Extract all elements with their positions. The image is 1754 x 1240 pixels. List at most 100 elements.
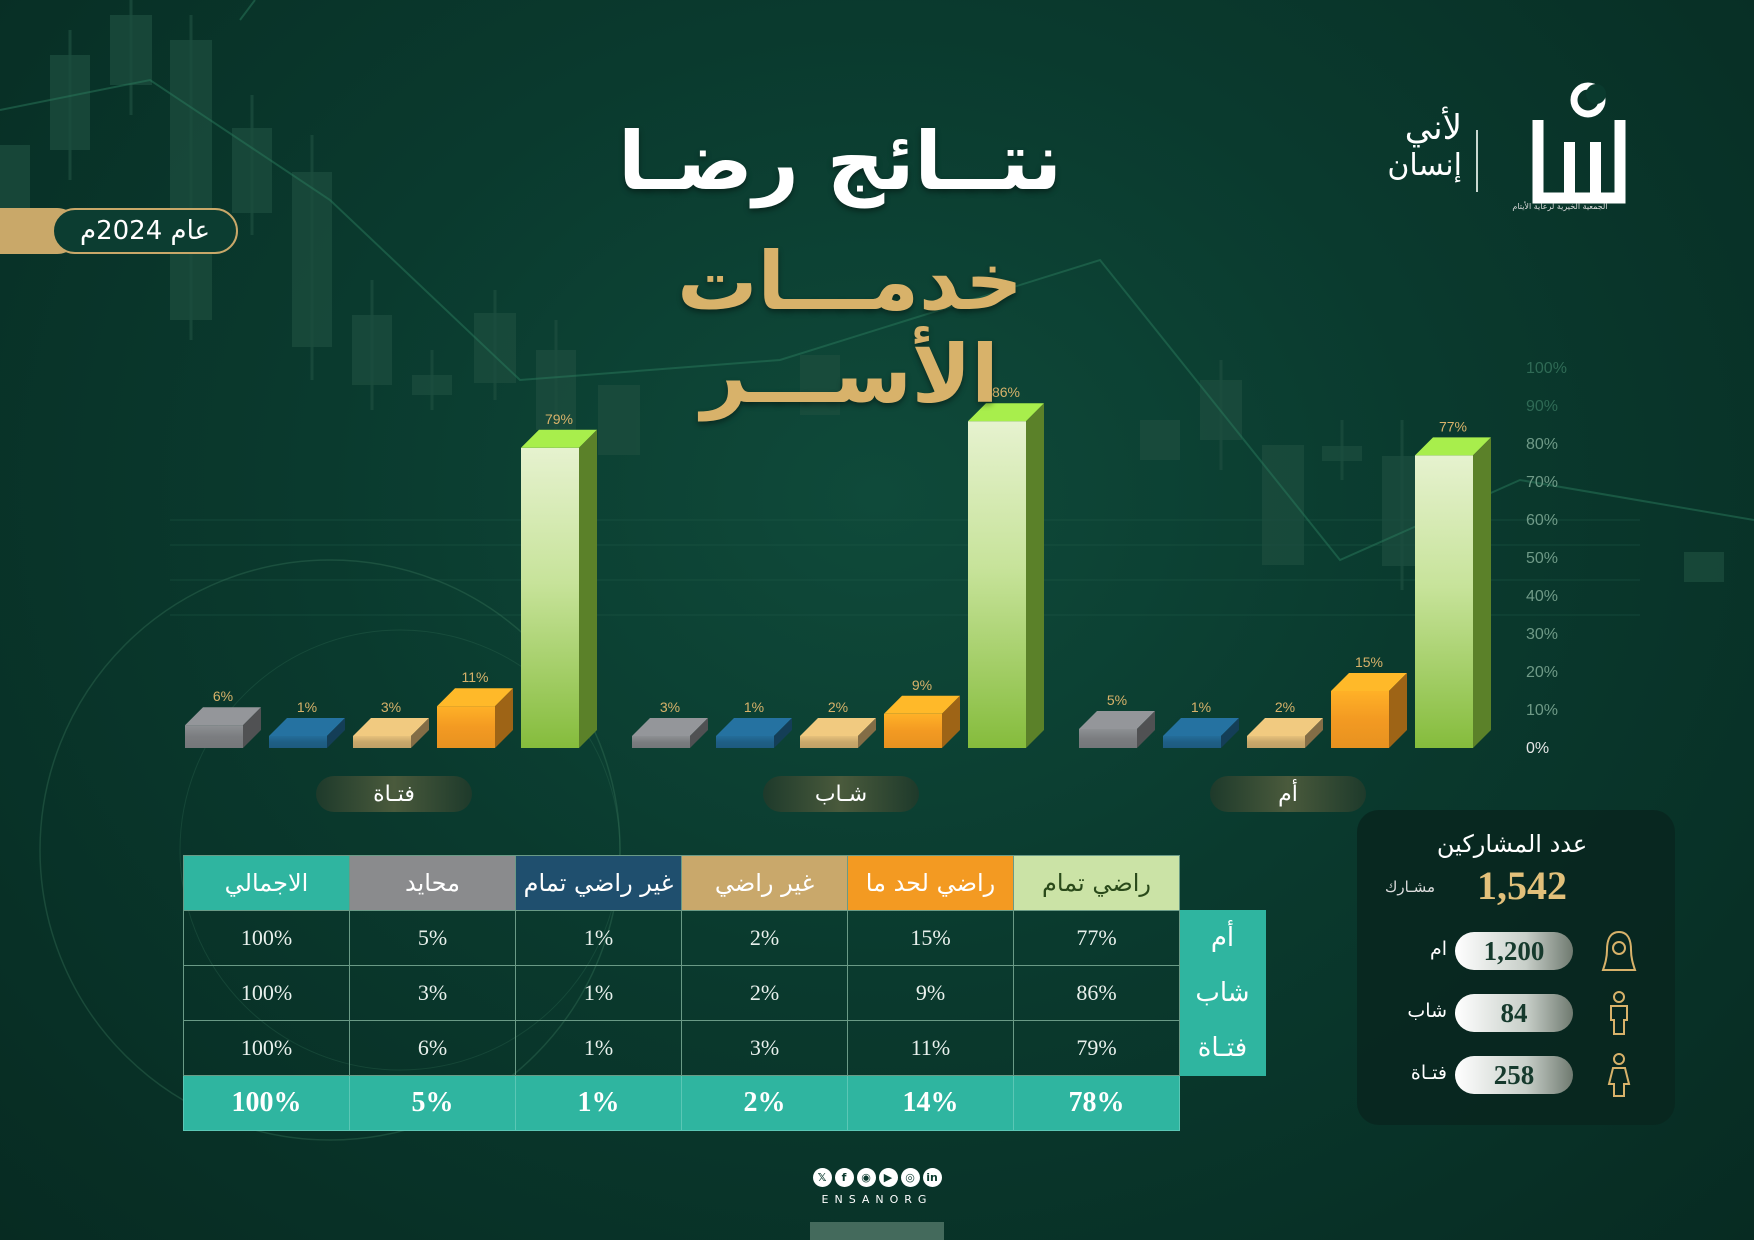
bar-side (774, 718, 792, 748)
table-total-cell: 5% (349, 1075, 516, 1131)
bar-top (1331, 673, 1407, 691)
table-header-neutral: محايد (349, 855, 516, 911)
bar-value-label: 86% (992, 384, 1020, 400)
participants-label: شاب (1407, 1000, 1447, 1022)
table-cell: 1% (515, 965, 682, 1021)
participants-panel: عدد المشاركين 1,542 مشـارك 1,200 ام 84 ش… (1357, 810, 1675, 1125)
table-cell: 11% (847, 1020, 1014, 1076)
bar-top (968, 403, 1044, 422)
bar-value-label: 2% (828, 699, 848, 715)
table-cell: 77% (1013, 910, 1180, 966)
participants-label: ام (1429, 938, 1447, 960)
bar-side (858, 718, 876, 748)
bar-side (1389, 673, 1407, 748)
logo-divider (1476, 130, 1478, 192)
table-cell: 100% (183, 965, 350, 1021)
x-icon[interactable]: 𝕏 (812, 1168, 832, 1187)
table-row-label: شاب (1179, 965, 1266, 1021)
y-tick-label: 50% (1526, 550, 1558, 567)
bar-top (632, 718, 708, 736)
title-line-1: نتــائج رضـا (618, 115, 1062, 208)
bar-top (1247, 718, 1323, 736)
bar-front (353, 736, 411, 748)
table-row: 100% 3% 1% 2% 9% 86% شاب (183, 965, 1266, 1021)
bar-front (800, 736, 858, 748)
logo-slogan-line-2: إنسان (1387, 148, 1462, 183)
category-label-young-man: شـاب (763, 776, 919, 812)
participants-row-mother: 1,200 ام (1357, 928, 1675, 974)
bar-front (1331, 691, 1389, 748)
social-footer: 𝕏 f ◉ ▶ ◎ in ENSANORG (800, 1168, 954, 1228)
participants-label: فتـاة (1410, 1062, 1447, 1084)
bar-front (716, 736, 774, 748)
logo-slogan-line-1: لأني (1404, 108, 1462, 148)
logo: لأني إنسان الجمعية الخيرية لرعاية الأيتا… (1380, 80, 1630, 220)
year-label: عام 2024م (52, 208, 238, 254)
bar-front (437, 706, 495, 748)
bar-value-label: 3% (381, 699, 401, 715)
bar-top (800, 718, 876, 736)
bar-top (521, 429, 597, 448)
participants-value: 84 (1455, 994, 1573, 1032)
social-handle: ENSANORG (821, 1193, 933, 1206)
facebook-icon[interactable]: f (834, 1168, 854, 1187)
table-cell: 1% (515, 910, 682, 966)
results-table: الاجمالي محايد غير راضي تمام غير راضي را… (183, 855, 1266, 1131)
bar-top (1163, 718, 1239, 736)
linkedin-icon[interactable]: in (922, 1168, 942, 1187)
bar-front (1415, 455, 1473, 748)
y-tick-label: 60% (1526, 512, 1558, 529)
participants-row-young-man: 84 شاب (1357, 990, 1675, 1036)
youtube-icon[interactable]: ▶ (878, 1168, 898, 1187)
bar-front (968, 421, 1026, 748)
bar-side (243, 707, 261, 748)
participants-value: 1,200 (1455, 932, 1573, 970)
participants-total: 1,542 (1477, 863, 1567, 908)
bar-front (632, 736, 690, 748)
y-tick-label: 20% (1526, 664, 1558, 681)
category-label-girl: فتـاة (316, 776, 472, 812)
table-total-cell: 1% (515, 1075, 682, 1131)
bar-front (884, 713, 942, 748)
bar-top (437, 688, 513, 707)
bar-front (1247, 736, 1305, 748)
table-cell: 5% (349, 910, 516, 966)
bar-side (690, 718, 708, 748)
table-total-cell: 14% (847, 1075, 1014, 1131)
y-tick-label: 10% (1526, 702, 1558, 719)
table-cell: 100% (183, 910, 350, 966)
bar-front (185, 725, 243, 748)
bar-value-label: 3% (660, 699, 680, 715)
instagram-icon[interactable]: ◎ (900, 1168, 920, 1187)
table-total-row: 100% 5% 1% 2% 14% 78% (183, 1075, 1266, 1131)
bar-value-label: 77% (1439, 418, 1467, 434)
table-cell: 79% (1013, 1020, 1180, 1076)
bar-top (185, 707, 261, 726)
y-tick-label: 0% (1526, 740, 1549, 757)
snapchat-icon[interactable]: ◉ (856, 1168, 876, 1187)
bar-value-label: 9% (912, 677, 932, 693)
year-badge: عام 2024م (0, 208, 240, 254)
bar-side (1026, 403, 1044, 748)
table-header-row: الاجمالي محايد غير راضي تمام غير راضي را… (183, 855, 1266, 911)
bar-value-label: 1% (1191, 699, 1211, 715)
bottom-bar (810, 1222, 944, 1240)
table-cell: 15% (847, 910, 1014, 966)
table-cell: 1% (515, 1020, 682, 1076)
bar-side (411, 718, 429, 748)
participants-unit: مشـارك (1385, 878, 1435, 896)
bar-side (579, 429, 597, 748)
bar-top (269, 718, 345, 736)
table-cell: 3% (681, 1020, 848, 1076)
bar-value-label: 6% (213, 688, 233, 704)
bar-value-label: 11% (462, 669, 489, 685)
logo-subtitle: الجمعية الخيرية لرعاية الأيتام (1512, 202, 1608, 211)
bar-side (1473, 437, 1491, 748)
young-man-icon (1610, 991, 1628, 1035)
table-header-somewhat-satisfied: راضي لحد ما (847, 855, 1014, 911)
logo-mark-icon (1532, 82, 1626, 204)
table-header-very-dissatisfied: غير راضي تمام (515, 855, 682, 911)
y-tick-label: 40% (1526, 588, 1558, 605)
y-tick-label: 30% (1526, 626, 1558, 643)
